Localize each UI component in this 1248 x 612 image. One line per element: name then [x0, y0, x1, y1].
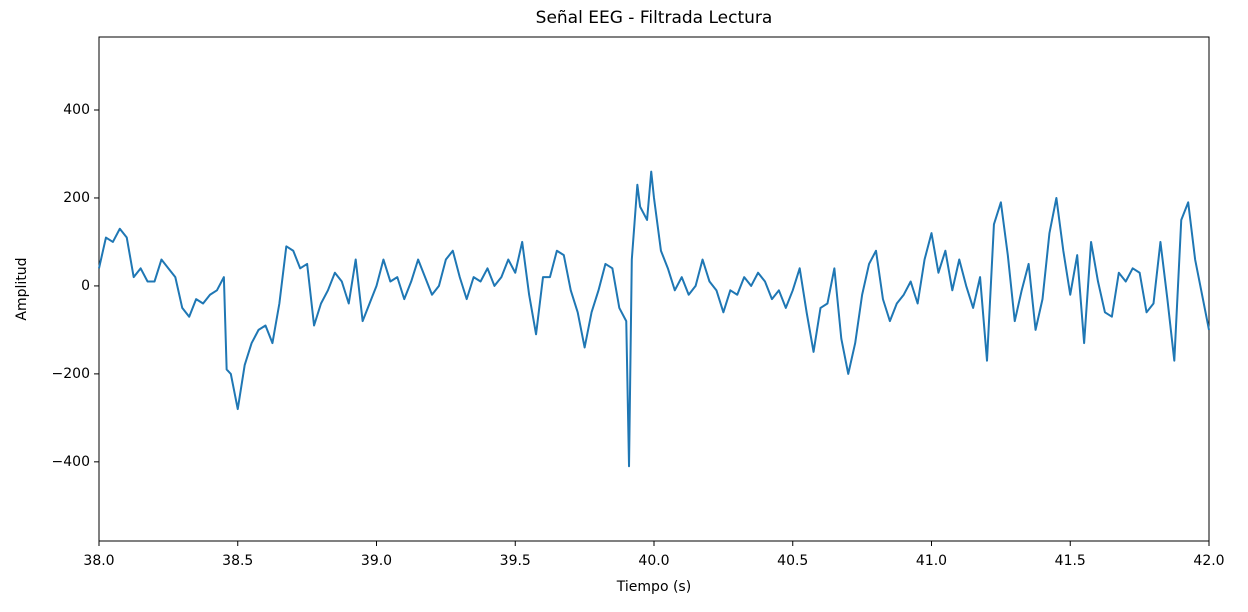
- y-axis-label: Amplitud: [14, 257, 30, 320]
- y-tick-label: −200: [52, 366, 90, 382]
- x-tick-label: 41.0: [916, 553, 947, 569]
- y-tick-label: −400: [52, 454, 90, 470]
- y-tick-label: 400: [63, 102, 90, 118]
- x-tick-label: 38.0: [83, 553, 114, 569]
- x-tick-label: 42.0: [1193, 553, 1224, 569]
- plot-frame: [98, 36, 1210, 542]
- x-tick-label: 41.5: [1055, 553, 1086, 569]
- x-axis-label: Tiempo (s): [616, 579, 691, 595]
- signal-line: [98, 170, 1210, 468]
- y-tick-label: 0: [81, 278, 90, 294]
- x-tick-label: 40.5: [777, 553, 808, 569]
- x-tick-label: 40.0: [638, 553, 669, 569]
- x-tick-label: 39.5: [500, 553, 531, 569]
- y-tick-label: 200: [63, 190, 90, 206]
- chart-title: Señal EEG - Filtrada Lectura: [536, 8, 773, 28]
- x-tick-label: 38.5: [222, 553, 253, 569]
- x-tick-label: 39.0: [361, 553, 392, 569]
